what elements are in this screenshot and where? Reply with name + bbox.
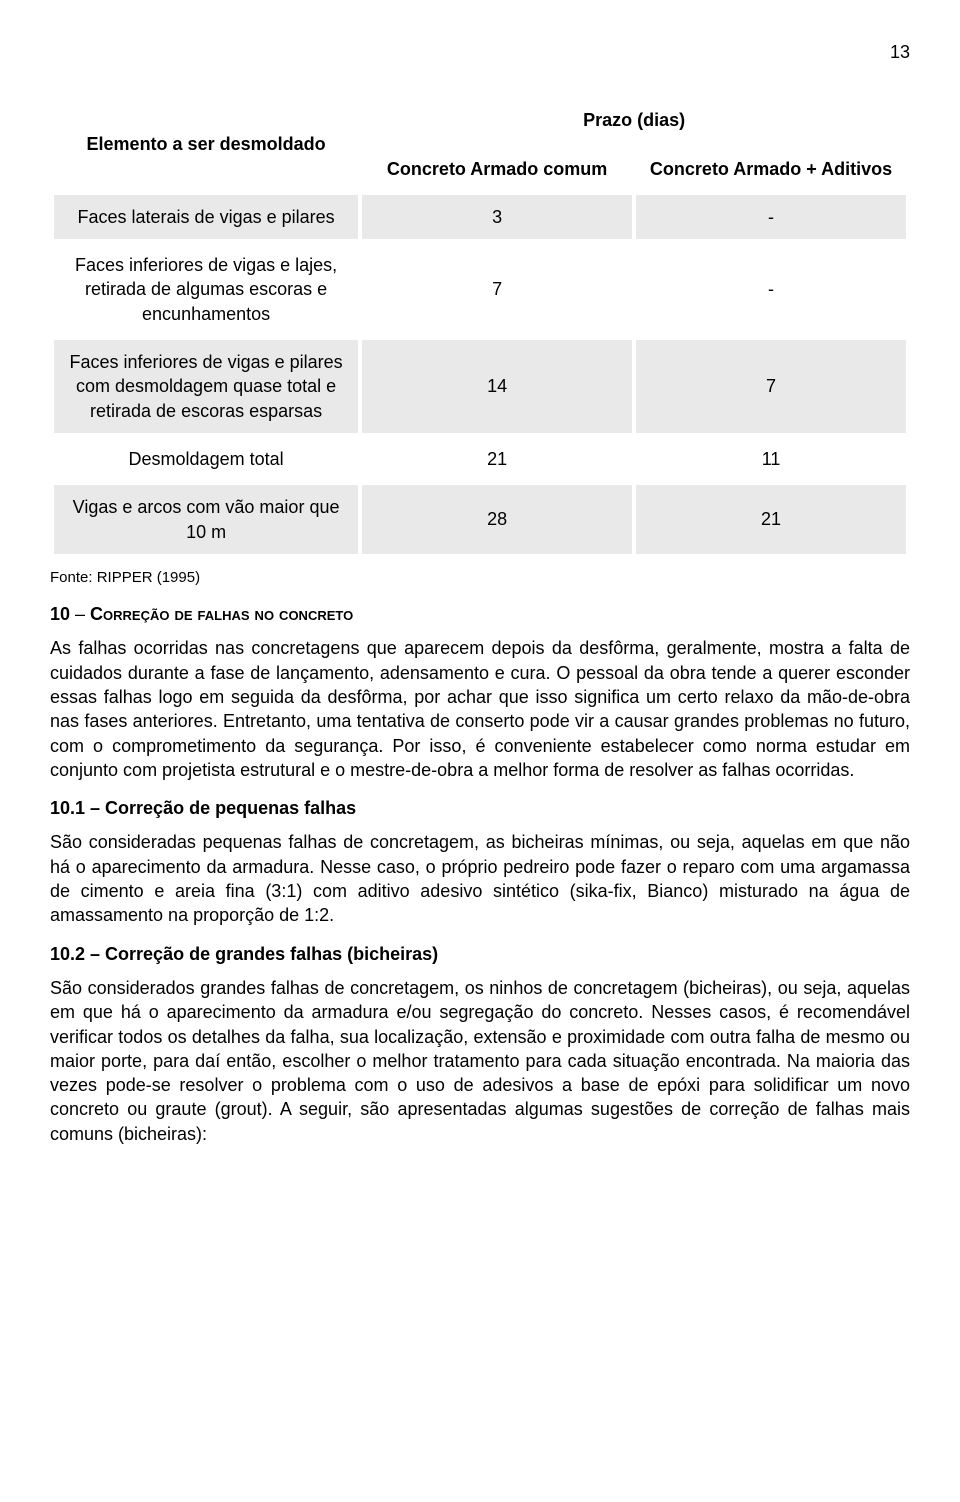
th-aditivos: Concreto Armado + Aditivos [634, 145, 908, 193]
row-label: Faces laterais de vigas e pilares [52, 193, 360, 241]
subheading-2: 10.2 – Correção de grandes falhas (biche… [50, 942, 910, 966]
paragraph-2: São consideradas pequenas falhas de conc… [50, 830, 910, 927]
table-row: Faces inferiores de vigas e pilares com … [52, 338, 908, 435]
row-v2: 11 [634, 435, 908, 483]
row-v2: 7 [634, 338, 908, 435]
row-v1: 3 [360, 193, 634, 241]
row-v1: 7 [360, 241, 634, 338]
demold-table: Elemento a ser desmoldado Prazo (dias) C… [50, 94, 910, 558]
section-title: 10 – Correção de falhas no concreto [50, 602, 910, 626]
table-row: Desmoldagem total2111 [52, 435, 908, 483]
paragraph-1: As falhas ocorridas nas concretagens que… [50, 636, 910, 782]
row-v2: - [634, 193, 908, 241]
table-source: Fonte: RIPPER (1995) [50, 568, 910, 588]
paragraph-3: São considerados grandes falhas de concr… [50, 976, 910, 1146]
row-label: Faces inferiores de vigas e lajes, retir… [52, 241, 360, 338]
row-label: Faces inferiores de vigas e pilares com … [52, 338, 360, 435]
section-caps: Correção de falhas no concreto [90, 604, 353, 624]
row-v1: 21 [360, 435, 634, 483]
th-prazo: Prazo (dias) [360, 96, 908, 144]
table-row: Faces inferiores de vigas e lajes, retir… [52, 241, 908, 338]
th-elemento: Elemento a ser desmoldado [52, 96, 360, 193]
row-v1: 28 [360, 483, 634, 556]
table-row: Faces laterais de vigas e pilares3- [52, 193, 908, 241]
row-v2: 21 [634, 483, 908, 556]
row-v2: - [634, 241, 908, 338]
section-num: 10 [50, 604, 70, 624]
row-v1: 14 [360, 338, 634, 435]
page-number: 13 [50, 40, 910, 64]
th-comum: Concreto Armado comum [360, 145, 634, 193]
row-label: Vigas e arcos com vão maior que 10 m [52, 483, 360, 556]
subheading-1: 10.1 – Correção de pequenas falhas [50, 796, 910, 820]
row-label: Desmoldagem total [52, 435, 360, 483]
section-sep: – [70, 604, 90, 624]
table-row: Vigas e arcos com vão maior que 10 m2821 [52, 483, 908, 556]
